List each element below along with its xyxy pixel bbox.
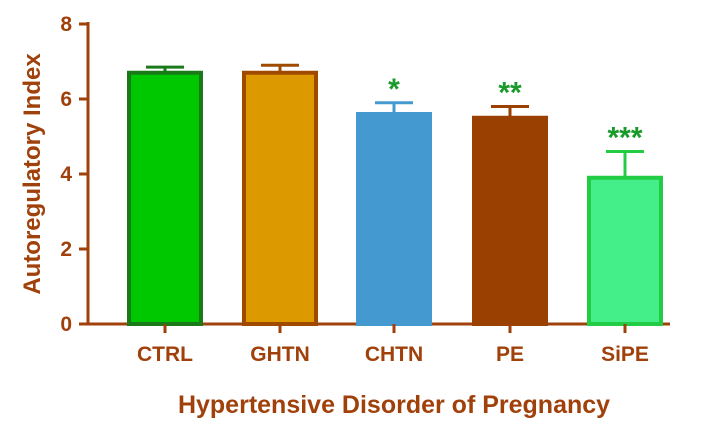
y-tick-label: 4 bbox=[60, 163, 72, 186]
x-tick-label: CTRL bbox=[137, 343, 193, 366]
y-tick-label: 8 bbox=[60, 13, 72, 36]
x-axis-label: Hypertensive Disorder of Pregnancy bbox=[178, 391, 610, 419]
x-tick-label: CHTN bbox=[365, 343, 423, 366]
x-tick-label: PE bbox=[496, 343, 524, 366]
y-tick-label: 0 bbox=[60, 313, 72, 336]
bar-chtn bbox=[356, 112, 432, 326]
bar-pe bbox=[472, 115, 548, 326]
bar-sipe bbox=[587, 175, 663, 326]
y-axis-label: Autoregulatory Index bbox=[19, 53, 46, 295]
y-tick-label: 2 bbox=[60, 238, 72, 261]
bar-ghtn bbox=[242, 70, 318, 326]
bar-ctrl bbox=[127, 70, 203, 326]
x-tick-label: GHTN bbox=[250, 343, 310, 366]
significance-marker: ** bbox=[498, 77, 522, 110]
significance-marker: *** bbox=[607, 122, 642, 155]
y-tick-label: 6 bbox=[60, 88, 72, 111]
plot-area: 0 2 4 6 8 CTRL GHTN CHTN * PE ** SiPE *** bbox=[60, 13, 670, 366]
significance-marker: * bbox=[388, 73, 400, 106]
x-tick-label: SiPE bbox=[601, 343, 649, 366]
